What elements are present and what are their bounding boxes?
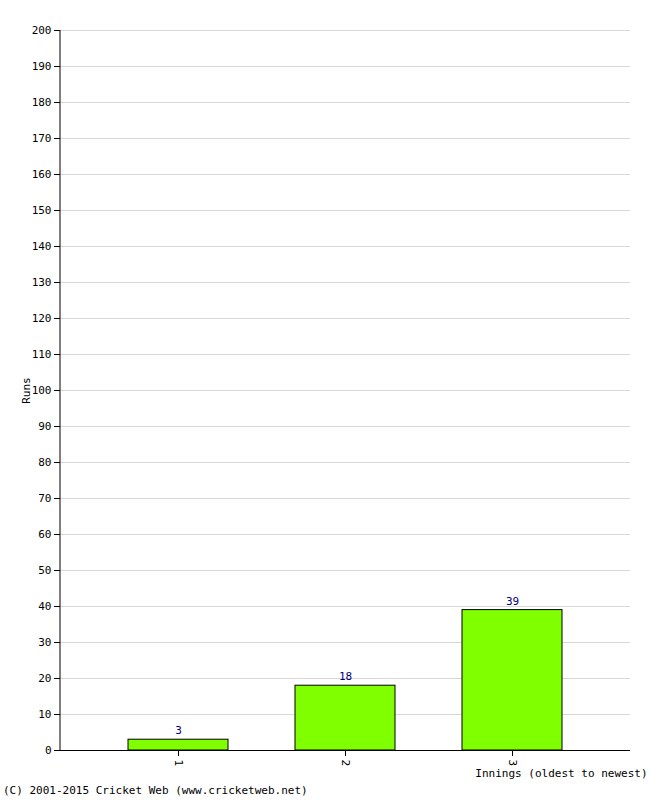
svg-text:80: 80 [38,456,51,469]
svg-text:170: 170 [32,132,52,145]
svg-text:100: 100 [32,384,52,397]
svg-text:30: 30 [38,636,51,649]
svg-text:150: 150 [32,204,52,217]
svg-text:110: 110 [32,348,52,361]
svg-text:180: 180 [32,96,52,109]
svg-text:90: 90 [38,420,51,433]
svg-text:130: 130 [32,276,52,289]
svg-text:20: 20 [38,672,51,685]
svg-text:50: 50 [38,564,51,577]
svg-text:1: 1 [172,760,185,767]
svg-text:40: 40 [38,600,51,613]
svg-text:39: 39 [506,595,519,608]
svg-text:10: 10 [38,708,51,721]
svg-text:Innings (oldest to newest): Innings (oldest to newest) [475,767,647,780]
svg-text:Runs: Runs [20,377,33,404]
svg-text:140: 140 [32,240,52,253]
html-text:(C) 2001-2015 Cricket Web (www: (C) 2001-2015 Cricket Web (www.cricketwe… [3,784,308,797]
svg-text:120: 120 [32,312,52,325]
svg-text:160: 160 [32,168,52,181]
svg-text:2: 2 [339,760,352,767]
svg-text:3: 3 [506,760,519,767]
svg-text:60: 60 [38,528,51,541]
svg-text:200: 200 [32,24,52,37]
svg-text:70: 70 [38,492,51,505]
svg-text:18: 18 [339,670,352,683]
svg-text:0: 0 [45,744,52,757]
svg-text:190: 190 [32,60,52,73]
svg-text:3: 3 [175,724,182,737]
